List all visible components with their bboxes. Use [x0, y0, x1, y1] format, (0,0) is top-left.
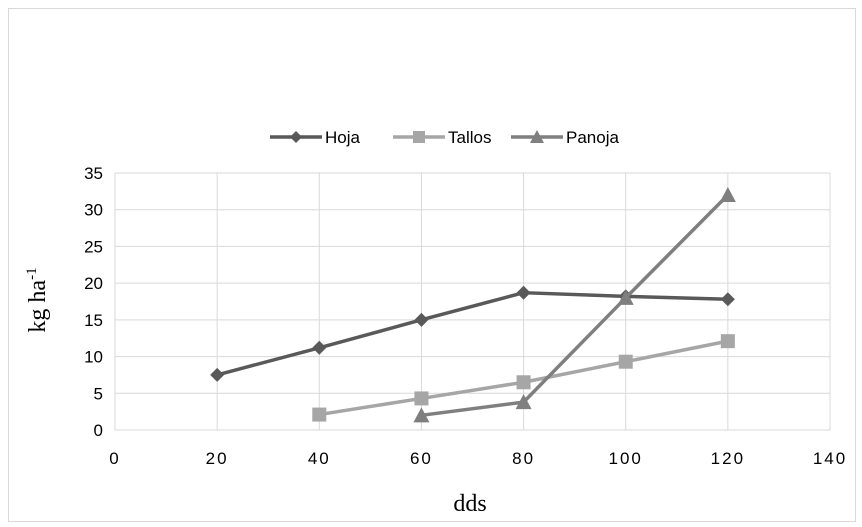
x-tick-label: 20 — [206, 449, 229, 468]
legend-label: Tallos — [448, 128, 491, 147]
legend-label: Panoja — [566, 128, 619, 147]
data-point-hoja — [414, 312, 429, 327]
y-tick-label: 0 — [94, 421, 103, 440]
x-tick-label: 140 — [813, 449, 847, 468]
data-point-tallos — [414, 391, 429, 406]
chart-frame — [8, 8, 856, 522]
legend-item-hoja: Hoja — [270, 128, 361, 147]
series-layer — [210, 187, 736, 423]
data-point-panoja — [617, 289, 634, 305]
legend-marker-triangle — [530, 130, 544, 143]
series-tallos — [312, 334, 735, 422]
data-point-panoja — [719, 187, 736, 203]
series-panoja — [413, 187, 736, 423]
x-tick-label: 60 — [410, 449, 433, 468]
data-point-tallos — [312, 407, 327, 422]
series-line-hoja — [216, 290, 728, 377]
x-tick-label: 100 — [609, 449, 643, 468]
data-point-tallos — [516, 375, 531, 390]
data-point-hoja — [516, 285, 531, 300]
legend-marker-square — [413, 131, 425, 143]
x-tick-label: 40 — [308, 449, 331, 468]
y-axis-title: kg ha-1 — [24, 267, 51, 332]
y-tick-label: 35 — [84, 164, 103, 183]
y-axis-title-main: kg ha — [25, 280, 51, 333]
y-axis-title-superscript: -1 — [24, 267, 40, 280]
y-tick-label: 15 — [84, 311, 103, 330]
y-tick-label: 20 — [84, 274, 103, 293]
series-hoja — [210, 285, 735, 382]
data-point-hoja — [312, 340, 327, 355]
legend-marker-diamond — [290, 131, 302, 143]
data-point-tallos — [618, 354, 633, 369]
legend-label: Hoja — [325, 128, 361, 147]
data-point-hoja — [720, 292, 735, 307]
data-point-panoja — [413, 407, 430, 423]
y-tick-label: 10 — [84, 348, 103, 367]
data-point-tallos — [720, 334, 735, 349]
y-tick-label: 5 — [94, 384, 103, 403]
data-point-hoja — [210, 367, 225, 382]
x-tick-label: 120 — [711, 449, 745, 468]
y-tick-label: 25 — [84, 237, 103, 256]
y-tick-label: 30 — [84, 201, 103, 220]
x-axis-title: dds — [453, 491, 486, 517]
legend-item-panoja: Panoja — [511, 128, 619, 147]
legend-item-tallos: Tallos — [393, 128, 491, 147]
series-line-panoja — [421, 193, 730, 418]
x-tick-label: 0 — [109, 449, 120, 468]
data-point-panoja — [515, 394, 532, 410]
axes: 0 5 10 15 20 25 30 35 0 20 40 60 80 100 120 140 — [84, 164, 847, 468]
legend: Hoja Tallos Panoja — [270, 128, 619, 147]
x-tick-label: 80 — [512, 449, 535, 468]
